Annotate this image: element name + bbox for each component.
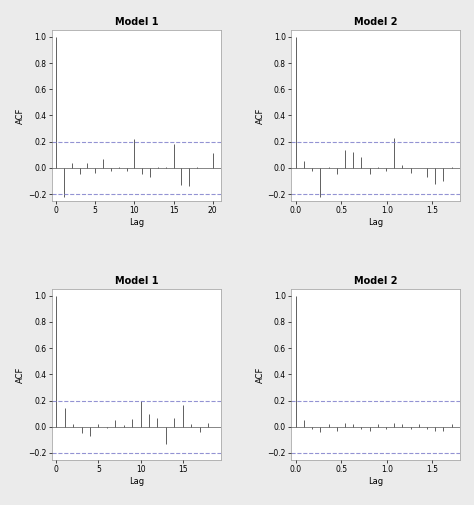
Title: Model 2: Model 2 — [354, 17, 397, 27]
Title: Model 1: Model 1 — [115, 17, 158, 27]
X-axis label: Lag: Lag — [368, 477, 383, 486]
Title: Model 2: Model 2 — [354, 276, 397, 286]
X-axis label: Lag: Lag — [368, 218, 383, 227]
Y-axis label: ACF: ACF — [255, 366, 264, 383]
Y-axis label: ACF: ACF — [17, 366, 26, 383]
X-axis label: Lag: Lag — [129, 477, 144, 486]
Y-axis label: ACF: ACF — [17, 107, 26, 124]
Y-axis label: ACF: ACF — [255, 107, 264, 124]
X-axis label: Lag: Lag — [129, 218, 144, 227]
Title: Model 1: Model 1 — [115, 276, 158, 286]
